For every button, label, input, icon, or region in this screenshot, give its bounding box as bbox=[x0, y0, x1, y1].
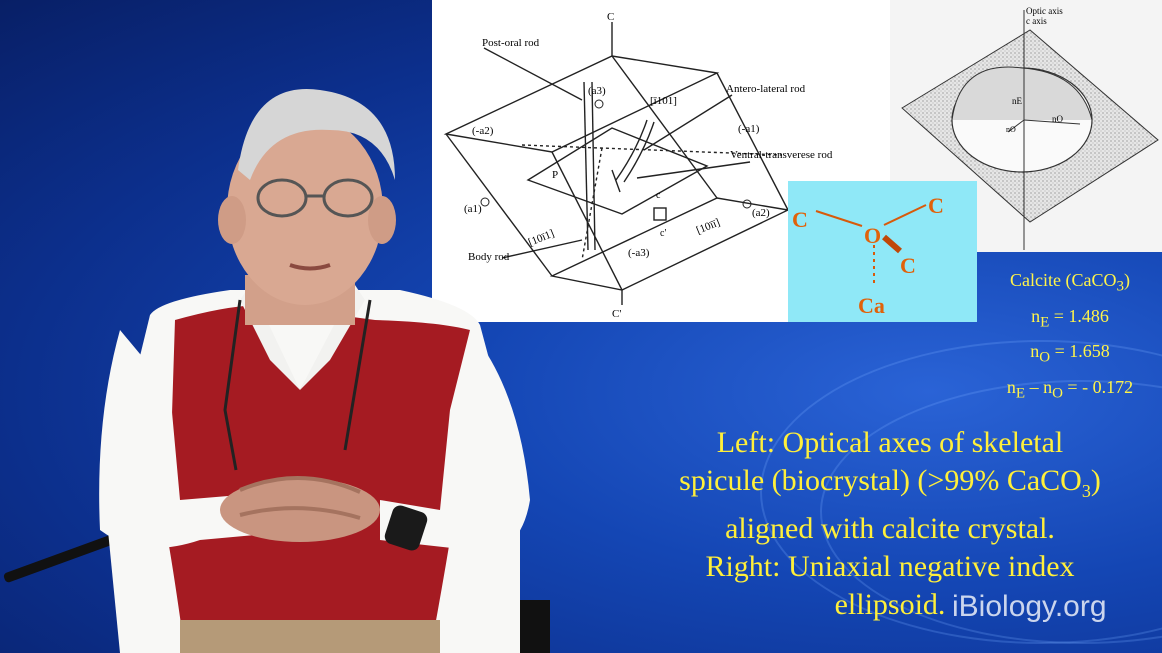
label-antero-lateral-rod: Antero-lateral rod bbox=[726, 83, 806, 95]
atom-c-right: C bbox=[928, 193, 944, 218]
label-body-rod: Body rod bbox=[468, 251, 510, 263]
axis-label-neg-a1: (-a1) bbox=[738, 123, 760, 135]
label-n-o: nO bbox=[1052, 114, 1064, 124]
calcite-no: nO = 1.658 bbox=[1030, 341, 1110, 366]
caption-line: spicule (biocrystal) (>99% CaCO3) bbox=[679, 464, 1101, 501]
caption-line: Right: Uniaxial negative index bbox=[705, 550, 1075, 583]
calcite-title: Calcite (CaCO3) bbox=[1010, 270, 1130, 295]
atom-c-left: C bbox=[792, 207, 808, 232]
axis-label-c-prime-small: c' bbox=[660, 228, 666, 239]
axis-label-c: C bbox=[607, 11, 614, 23]
axis-label-neg-a2: (-a2) bbox=[472, 125, 494, 137]
label-ventral-transverse-rod: Ventral-transverese rod bbox=[730, 149, 833, 161]
axis-label-a3: (a3) bbox=[588, 85, 606, 97]
slide-caption: Left: Optical axes of skeletal spicule (… bbox=[640, 424, 1140, 624]
ibiology-watermark: iBiology.org bbox=[952, 590, 1107, 623]
calcite-indices: Calcite (CaCO3) nE = 1.486 nO = 1.658 nE… bbox=[978, 266, 1162, 408]
caption-line: aligned with calcite crystal. bbox=[725, 512, 1055, 545]
axis-label-a2: (a2) bbox=[752, 207, 770, 219]
atom-ca: Ca bbox=[858, 293, 885, 318]
label-post-oral-rod: Post-oral rod bbox=[482, 37, 540, 49]
axis-label-c-small: c bbox=[656, 190, 661, 201]
caption-line: Left: Optical axes of skeletal bbox=[716, 426, 1064, 459]
miller-index-top: [ī101] bbox=[650, 95, 677, 107]
speaker-image bbox=[3, 89, 550, 653]
caption-line: ellipsoid. bbox=[834, 588, 946, 621]
label-n-o-small: nO bbox=[1006, 125, 1016, 134]
label-c-axis: c axis bbox=[1026, 16, 1047, 26]
axis-label-c-prime: C' bbox=[612, 308, 621, 320]
miller-index-right: [10īī] bbox=[695, 216, 722, 236]
label-optic-axis: Optic axis bbox=[1026, 6, 1063, 16]
calcite-birefringence: nE – nO = - 0.172 bbox=[1006, 376, 1134, 402]
axis-label-neg-a3: (-a3) bbox=[628, 247, 650, 259]
atom-c-bottom: C bbox=[900, 253, 916, 278]
carbonate-molecule-diagram: C O C C Ca bbox=[788, 181, 977, 322]
axis-label-a1: (a1) bbox=[464, 203, 482, 215]
calcite-ne: nE = 1.486 bbox=[1031, 305, 1109, 331]
atom-o: O bbox=[864, 223, 881, 248]
plane-label-p: P bbox=[552, 169, 558, 181]
label-n-e: nE bbox=[1012, 96, 1023, 106]
